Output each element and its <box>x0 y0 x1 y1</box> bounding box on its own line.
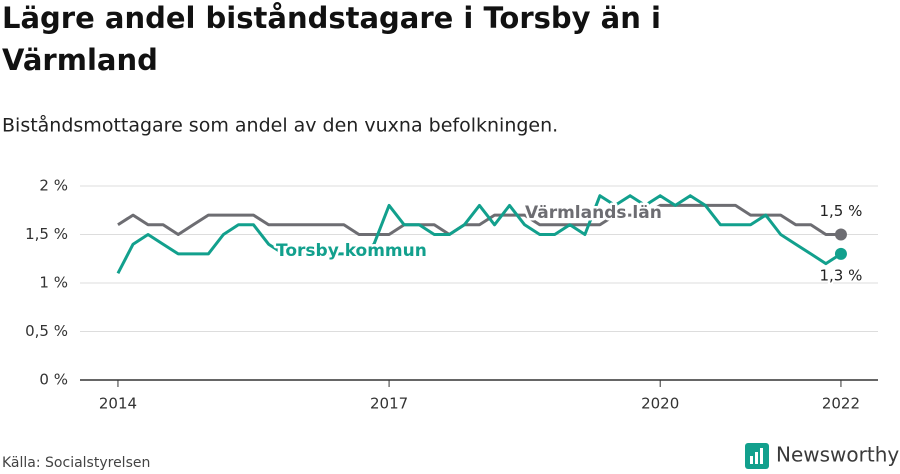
chart-title: Lägre andel biståndstagare i Torsby än i… <box>2 1 661 77</box>
series-line <box>116 194 842 274</box>
logo-icon <box>755 452 758 464</box>
logo-text: Newsworthy <box>776 443 899 467</box>
y-tick-label: 1 % <box>39 274 68 292</box>
subtitle: Biståndsmottagare som andel av den vuxna… <box>2 114 558 137</box>
title-line: Lägre andel biståndstagare i Torsby än i <box>2 1 661 35</box>
end-dot <box>834 247 847 260</box>
x-tick-label: 2014 <box>99 395 137 413</box>
y-tick-label: 1,5 % <box>25 225 68 243</box>
title-line: Värmland <box>2 43 158 77</box>
logo-icon <box>750 456 753 464</box>
end-label: 1,5 % <box>820 202 863 220</box>
y-tick-label: 0,5 % <box>25 322 68 340</box>
series-label: Torsby kommun <box>276 241 427 261</box>
logo-icon <box>760 448 763 464</box>
series-line <box>117 203 841 236</box>
x-tick-label: 2017 <box>370 395 408 413</box>
x-tick-label: 2022 <box>822 395 860 413</box>
end-dot <box>834 228 847 241</box>
source: Källa: Socialstyrelsen <box>2 455 150 471</box>
y-tick-label: 0 % <box>39 371 68 389</box>
x-tick-label: 2020 <box>641 395 679 413</box>
series-label: Värmlands län <box>525 203 662 223</box>
y-tick-label: 2 % <box>39 177 68 195</box>
logo: Newsworthy <box>745 443 899 469</box>
end-label: 1,3 % <box>820 266 863 284</box>
